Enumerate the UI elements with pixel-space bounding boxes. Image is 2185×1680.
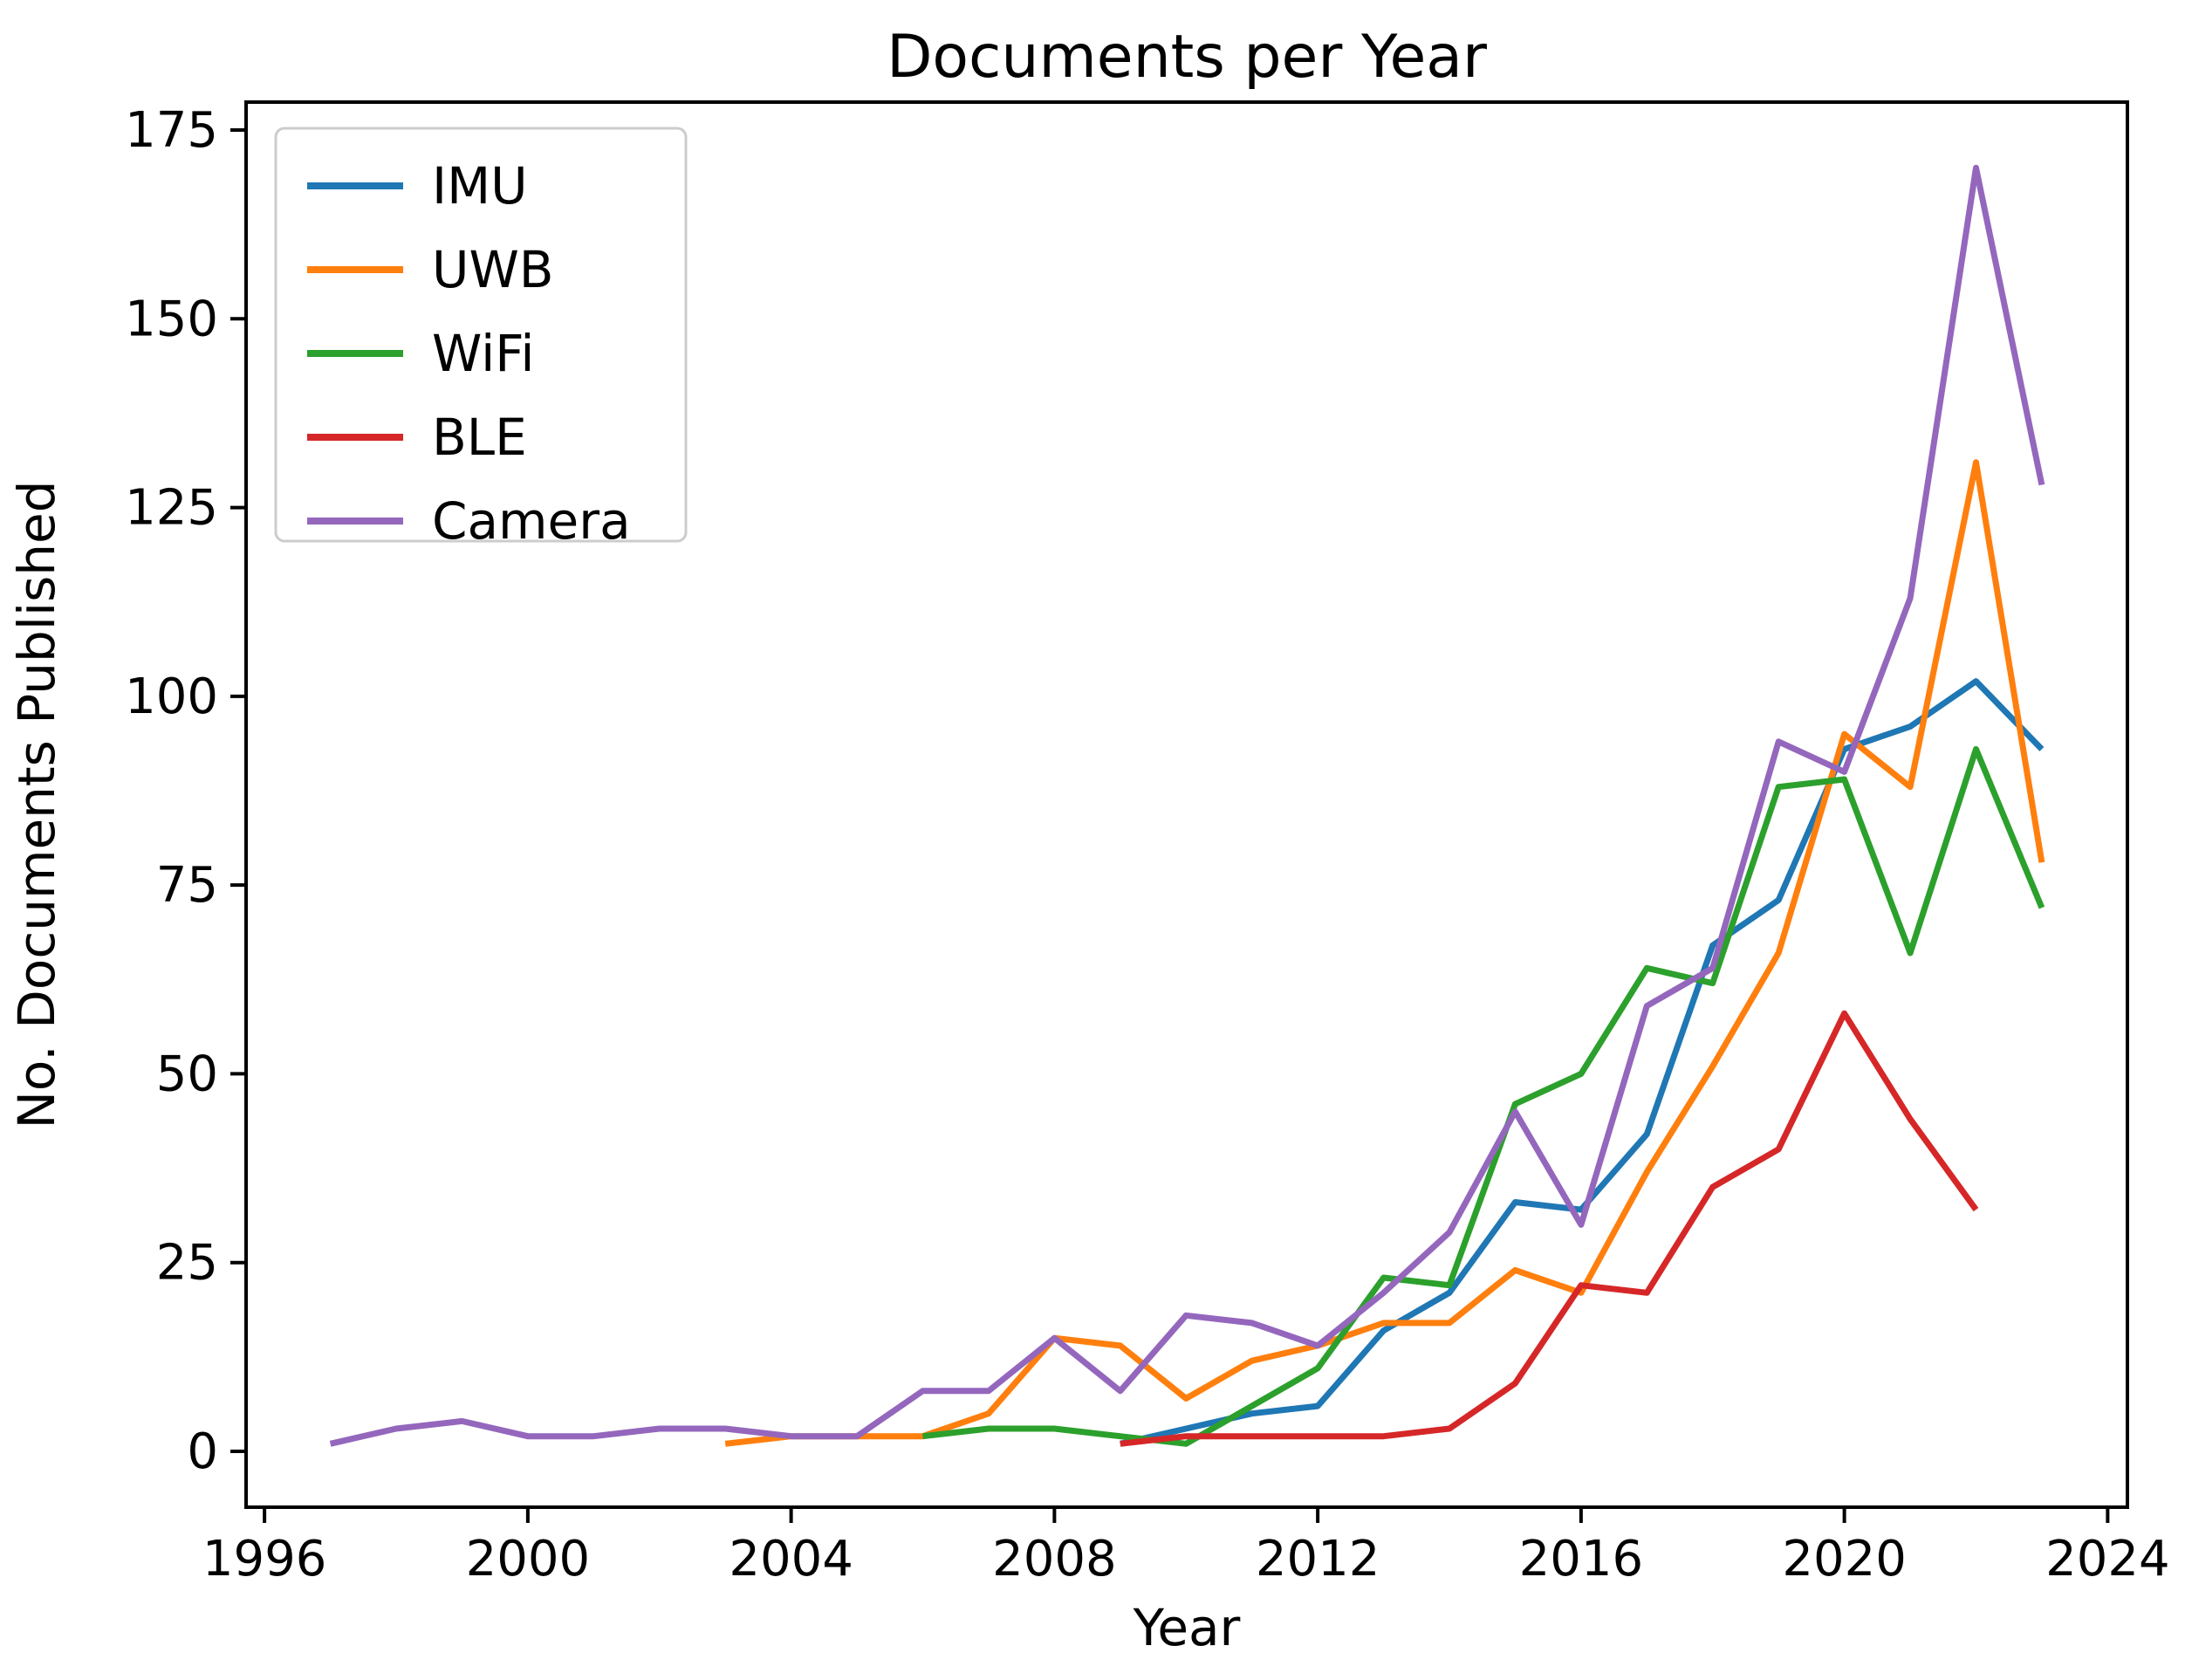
- y-axis-label: No. Documents Published: [7, 480, 66, 1128]
- plot-area: 1996 2000 2004 2008 2012 2016 2020 2024 0 25 50 75…: [7, 23, 2170, 1657]
- legend-label-wifi: WiFi: [432, 324, 534, 383]
- y-tick-label: 0: [187, 1423, 218, 1480]
- series-line-camera: [329, 164, 2045, 1447]
- series-line-imu: [1120, 678, 2045, 1447]
- legend-label-camera: Camera: [432, 491, 631, 551]
- x-tick-label: 2000: [466, 1531, 591, 1587]
- x-axis-ticks: 1996 2000 2004 2008 2012 2016 2020 2024: [202, 1507, 2170, 1587]
- x-tick-label: 1996: [202, 1531, 327, 1587]
- legend: IMU UWB WiFi BLE Camera: [274, 127, 688, 551]
- x-tick-label: 2004: [729, 1531, 853, 1587]
- series-line-ble: [1120, 1010, 1979, 1447]
- x-tick-label: 2020: [1782, 1531, 1907, 1587]
- series-line-uwb: [724, 459, 2045, 1447]
- y-tick-label: 125: [125, 480, 218, 537]
- y-tick-label: 150: [125, 291, 218, 347]
- y-tick-label: 25: [156, 1235, 218, 1292]
- x-tick-label: 2012: [1256, 1531, 1380, 1587]
- axes-spines: [244, 100, 2129, 1509]
- x-tick-label: 2008: [992, 1531, 1117, 1587]
- y-axis-ticks: 0 25 50 75 100 125 150 175: [125, 102, 246, 1480]
- y-tick-label: 50: [156, 1046, 218, 1102]
- series-lines: [329, 164, 2045, 1447]
- y-tick-label: 100: [125, 669, 218, 725]
- x-axis-label: Year: [1133, 1598, 1241, 1657]
- x-tick-label: 2024: [2045, 1531, 2170, 1587]
- legend-label-ble: BLE: [432, 408, 527, 467]
- x-tick-label: 2016: [1519, 1531, 1644, 1587]
- y-tick-label: 175: [125, 102, 218, 159]
- series-line-wifi: [922, 745, 2045, 1447]
- y-tick-label: 75: [156, 857, 218, 914]
- legend-label-uwb: UWB: [432, 240, 554, 299]
- legend-label-imu: IMU: [432, 156, 528, 216]
- chart-title: Documents per Year: [887, 23, 1487, 92]
